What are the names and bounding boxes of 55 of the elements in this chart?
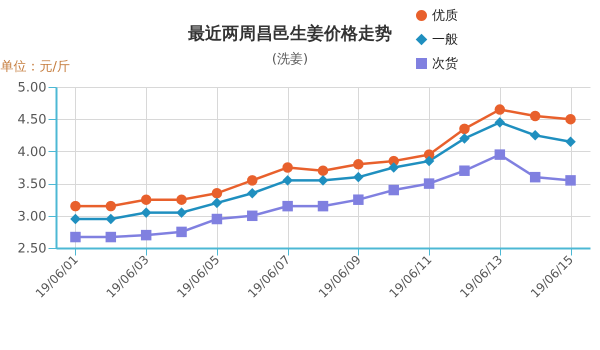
point <box>353 194 364 205</box>
y-tick-label: 4.00 <box>18 144 46 160</box>
point <box>282 162 293 173</box>
point <box>176 194 187 205</box>
chart-title: 最近两周昌邑生姜价格走势 <box>187 23 392 44</box>
point <box>318 165 328 176</box>
point <box>212 214 222 224</box>
point <box>282 175 293 186</box>
point <box>353 159 364 170</box>
point <box>140 207 152 218</box>
point <box>459 165 470 176</box>
legend-label: 优质 <box>432 8 458 24</box>
y-tick-label: 4.50 <box>18 112 46 128</box>
point <box>353 172 364 182</box>
legend-label: 一般 <box>432 32 458 48</box>
point <box>424 156 434 166</box>
point <box>318 200 328 212</box>
point <box>530 130 540 141</box>
point <box>494 149 506 160</box>
point <box>176 207 187 218</box>
point <box>565 175 576 186</box>
point <box>140 230 152 240</box>
y-axis-title: 单位：元/斤 <box>0 60 70 74</box>
point <box>459 124 470 134</box>
point <box>176 226 187 238</box>
point <box>388 184 399 196</box>
point <box>530 110 540 122</box>
point <box>424 178 434 189</box>
point <box>494 104 506 115</box>
point <box>106 214 116 224</box>
y-tick-label: 3.50 <box>18 177 46 192</box>
y-tick-label: 5.00 <box>18 80 46 96</box>
point <box>247 175 258 186</box>
point <box>140 194 152 205</box>
point <box>318 175 328 186</box>
y-tick-label: 3.00 <box>18 209 46 224</box>
chart-subtitle: (洗姜) <box>272 51 308 67</box>
point <box>106 200 116 212</box>
point <box>388 162 399 173</box>
point <box>247 210 258 222</box>
point <box>565 114 576 124</box>
point <box>70 200 81 212</box>
legend-label: 次货 <box>432 56 458 72</box>
point <box>106 232 116 242</box>
point <box>70 214 81 224</box>
point <box>212 188 222 198</box>
y-tick-label: 2.50 <box>18 242 46 256</box>
point <box>282 200 293 212</box>
point <box>247 188 258 199</box>
point <box>212 198 222 208</box>
point <box>459 133 470 144</box>
point <box>530 172 540 182</box>
point <box>70 232 81 242</box>
point <box>565 136 576 147</box>
point <box>494 117 506 128</box>
